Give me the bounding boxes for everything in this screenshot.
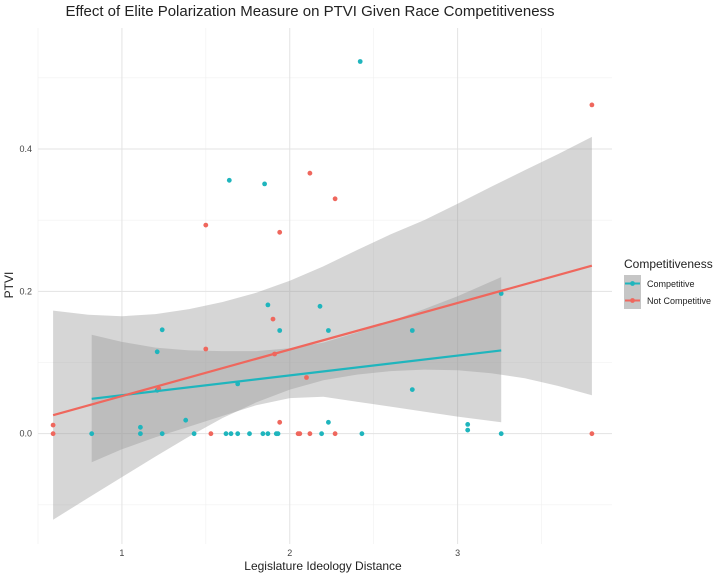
y-tick-label: 0.4 bbox=[19, 144, 32, 154]
data-point bbox=[326, 419, 331, 425]
data-point bbox=[317, 303, 323, 309]
data-point bbox=[304, 375, 309, 380]
legend-label: Competitive bbox=[647, 279, 695, 289]
x-tick-label: 1 bbox=[119, 548, 124, 558]
grid-lines bbox=[37, 28, 612, 544]
data-point bbox=[138, 424, 143, 430]
y-tick-label: 0.2 bbox=[19, 286, 32, 296]
data-point bbox=[357, 59, 363, 64]
data-point bbox=[277, 229, 283, 235]
data-point bbox=[138, 431, 143, 437]
y-axis-ticks: 0.0 0.2 0.4 bbox=[19, 144, 32, 439]
data-point bbox=[50, 422, 56, 428]
data-point bbox=[203, 222, 209, 228]
x-axis-ticks: 1 2 3 bbox=[119, 548, 460, 558]
legend-label: Not Competitive bbox=[647, 296, 711, 306]
legend: Competitiveness Competitive Not Competiti… bbox=[624, 257, 713, 309]
confidence-ribbons bbox=[53, 136, 592, 520]
data-point bbox=[498, 431, 504, 437]
data-point bbox=[247, 431, 252, 437]
confidence-ribbon bbox=[53, 136, 592, 520]
data-point bbox=[235, 431, 241, 437]
data-point bbox=[265, 431, 271, 437]
data-point bbox=[89, 431, 95, 437]
data-point bbox=[154, 349, 160, 355]
data-point bbox=[275, 431, 281, 437]
x-tick-label: 3 bbox=[455, 548, 460, 558]
data-point bbox=[265, 302, 271, 308]
plot-area bbox=[37, 28, 612, 544]
data-point bbox=[409, 387, 415, 392]
legend-title: Competitiveness bbox=[624, 257, 713, 271]
data-point bbox=[208, 431, 214, 437]
data-point bbox=[262, 181, 267, 187]
data-point bbox=[50, 431, 56, 437]
data-point bbox=[159, 327, 165, 333]
fit-line bbox=[52, 264, 593, 417]
data-point bbox=[409, 328, 415, 333]
data-point bbox=[307, 170, 313, 176]
data-point bbox=[465, 422, 471, 427]
confidence-ribbon bbox=[91, 277, 502, 463]
y-axis-label: PTVI bbox=[2, 272, 16, 299]
x-axis-label: Legislature Ideology Distance bbox=[244, 559, 402, 573]
data-point bbox=[191, 431, 197, 437]
fit-line bbox=[91, 349, 502, 400]
legend-key-point bbox=[630, 298, 635, 303]
data-point bbox=[465, 427, 471, 433]
data-point bbox=[159, 431, 165, 437]
data-point bbox=[228, 431, 234, 437]
data-point bbox=[270, 316, 276, 322]
data-point bbox=[359, 431, 365, 437]
data-point bbox=[589, 431, 595, 437]
data-point bbox=[319, 431, 324, 437]
data-point bbox=[183, 417, 189, 423]
data-point bbox=[260, 431, 266, 437]
fit-lines bbox=[52, 264, 593, 417]
data-point bbox=[277, 419, 283, 425]
data-point bbox=[589, 102, 595, 108]
data-point bbox=[326, 328, 331, 333]
data-point bbox=[332, 431, 338, 437]
data-point bbox=[297, 431, 303, 437]
data-point bbox=[203, 346, 209, 352]
legend-key-point bbox=[630, 281, 635, 286]
data-point bbox=[226, 177, 232, 183]
data-point bbox=[332, 196, 338, 202]
x-tick-label: 2 bbox=[287, 548, 292, 558]
data-point bbox=[277, 328, 283, 333]
data-point bbox=[307, 431, 313, 437]
data-point bbox=[223, 431, 229, 437]
y-tick-label: 0.0 bbox=[19, 429, 32, 439]
chart-title: Effect of Elite Polarization Measure on … bbox=[65, 3, 554, 20]
